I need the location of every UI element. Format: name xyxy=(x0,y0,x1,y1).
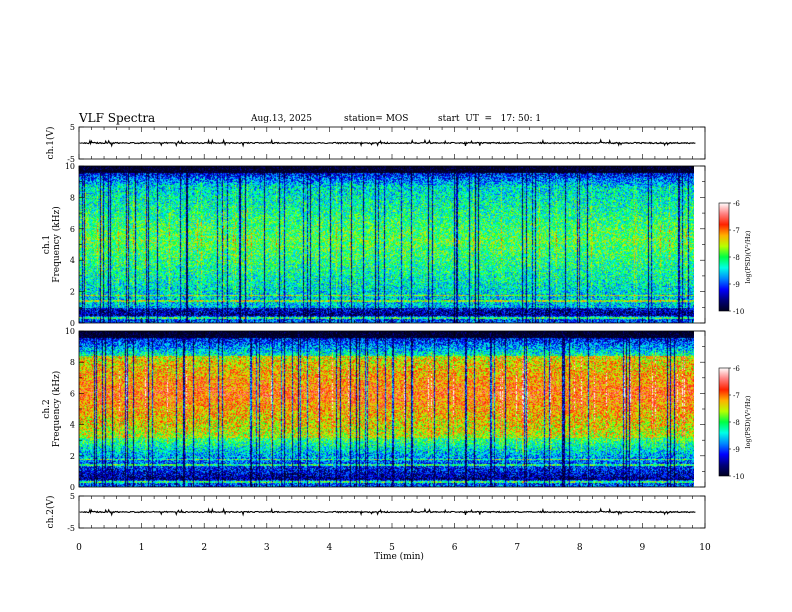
time-tick-label: 7 xyxy=(514,543,520,553)
time-tick-label: 0 xyxy=(76,543,82,553)
y-tick-label: 10 xyxy=(65,162,75,171)
y-tick-label: 8 xyxy=(70,193,75,202)
y-tick-label: 6 xyxy=(70,389,75,398)
colorbar-gradient xyxy=(718,202,730,312)
y-axis-label: ch.2(V) xyxy=(45,496,56,529)
ch2-spectrogram-panel: 0 2 4 6 8 10 ch.2Frequency (kHz) xyxy=(42,327,706,492)
y-axis-label-line: ch.2(V) xyxy=(45,496,56,529)
y-tick-label: -5 xyxy=(67,524,75,533)
y-tick-label: 0 xyxy=(70,319,75,328)
y-axis-label-line: ch.2 xyxy=(42,399,52,418)
ch2_spectrogram-heatmap xyxy=(79,331,694,487)
time-tick-label: 10 xyxy=(699,543,711,553)
y-tick-label: 10 xyxy=(65,327,75,336)
ch2-colorbar: -6 -7 -8 -9 -10 log(PSD)(V²/Hz) xyxy=(718,365,752,481)
y-axis-label: ch.1(V) xyxy=(45,127,56,160)
y-tick-label: 5 xyxy=(70,123,75,132)
y-tick-label: 2 xyxy=(70,452,75,461)
y-axis-label: ch.2Frequency (kHz) xyxy=(42,371,62,448)
time-tick-label: 4 xyxy=(327,543,333,553)
ch2-voltage-panel: 5 -5 ch.2(V) xyxy=(45,492,706,533)
time-axis-title: Time (min) xyxy=(374,551,424,562)
time-tick-label: 3 xyxy=(264,543,270,553)
y-tick-label: -5 xyxy=(67,155,75,164)
colorbar-tick-label: -6 xyxy=(733,200,740,208)
time-tick-label: 5 xyxy=(389,543,395,553)
ch1-colorbar: -6 -7 -8 -9 -10 log(PSD)(V²/Hz) xyxy=(718,200,752,316)
y-axis-label-line: Frequency (kHz) xyxy=(51,371,62,448)
figure-title: VLF Spectra xyxy=(79,111,156,125)
colorbar-label: log(PSD)(V²/Hz) xyxy=(744,230,752,283)
time-tick-label: 8 xyxy=(577,543,583,553)
colorbar-label: log(PSD)(V²/Hz) xyxy=(744,395,752,448)
y-axis-label-line: Frequency (kHz) xyxy=(51,206,62,283)
y-tick-label: 2 xyxy=(70,288,75,297)
colorbar-tick-label: -7 xyxy=(733,392,740,400)
y-tick-label: 0 xyxy=(70,483,75,492)
colorbar-tick-label: -10 xyxy=(733,473,744,481)
y-axis-label-line: ch.1(V) xyxy=(45,127,56,160)
colorbar-tick-label: -8 xyxy=(733,254,740,262)
station-label: station= MOS xyxy=(344,114,409,124)
y-tick-label: 8 xyxy=(70,358,75,367)
ch1-spectrogram-panel: 0 2 4 6 8 10 ch.1Frequency (kHz) xyxy=(42,162,706,328)
colorbar-tick-label: -6 xyxy=(733,365,740,373)
time-axis: 0 1 2 3 4 5 6 7 8 9 10 Time (min) xyxy=(76,543,711,562)
ch1_spectrogram-heatmap xyxy=(79,166,694,323)
y-tick-label: 5 xyxy=(70,492,75,501)
ch2_voltage-trace xyxy=(80,507,696,517)
ch1_voltage-trace xyxy=(80,138,696,148)
y-tick-label: 4 xyxy=(70,421,75,430)
y-tick-label: 4 xyxy=(70,256,75,265)
colorbar-tick-label: -9 xyxy=(733,446,740,454)
time-tick-label: 6 xyxy=(452,543,458,553)
time-tick-label: 1 xyxy=(139,543,145,553)
time-tick-label: 9 xyxy=(640,543,646,553)
time-tick-label: 2 xyxy=(201,543,207,553)
date-label: Aug.13, 2025 xyxy=(251,114,312,124)
colorbar-tick-label: -7 xyxy=(733,227,740,235)
colorbar-gradient xyxy=(718,367,730,477)
y-tick-label: 6 xyxy=(70,225,75,234)
colorbar-tick-label: -8 xyxy=(733,419,740,427)
start-ut-label: start UT = 17: 50: 1 xyxy=(438,114,542,124)
ch1-voltage-panel: 5 -5 ch.1(V) xyxy=(45,123,706,164)
y-axis-label-line: ch.1 xyxy=(42,235,52,254)
colorbar-tick-label: -9 xyxy=(733,281,740,289)
colorbar-tick-label: -10 xyxy=(733,308,744,316)
y-axis-label: ch.1Frequency (kHz) xyxy=(42,206,62,283)
